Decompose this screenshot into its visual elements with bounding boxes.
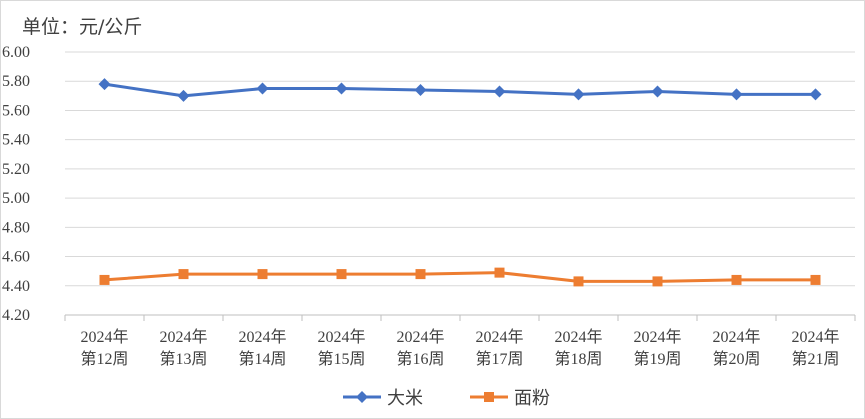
x-tick-label: 第20周 [712,350,760,368]
data-point [414,83,427,96]
x-tick-label: 2024年 [712,328,760,346]
x-tick-label: 2024年 [791,328,839,346]
x-tick-label: 第19周 [633,350,681,368]
legend-label: 大米 [387,388,423,409]
x-tick-label: 2024年 [159,328,207,346]
data-point [809,88,822,101]
data-point [572,88,585,101]
y-tick-label: 4.60 [2,249,30,266]
x-tick-label: 2024年 [475,328,523,346]
data-point [415,269,426,280]
y-tick-label: 5.40 [2,132,30,149]
legend-marker [484,392,494,402]
data-point [177,89,190,102]
y-tick-label: 6.00 [2,44,30,61]
data-point [730,88,743,101]
data-point [98,78,111,91]
legend-marker [356,391,368,403]
data-point [257,269,268,280]
x-tick-label: 第13周 [159,350,207,368]
series-line-rice [104,82,816,98]
data-point [99,274,110,285]
data-point [652,276,663,287]
x-tick-label: 2024年 [396,328,444,346]
data-point [573,276,584,287]
y-tick-label: 5.20 [2,161,30,178]
x-tick-label: 2024年 [317,328,365,346]
data-point [494,267,505,278]
data-point [256,82,269,95]
y-tick-label: 5.80 [2,73,30,90]
data-point [810,274,821,285]
x-tick-label: 2024年 [633,328,681,346]
y-tick-label: 5.00 [2,190,30,207]
y-tick-label: 4.80 [2,219,30,236]
x-tick-label: 第12周 [80,350,128,368]
x-tick-label: 2024年 [238,328,286,346]
data-point [335,82,348,95]
legend-label: 面粉 [514,388,550,409]
data-point [493,85,506,98]
series-line-flour [104,271,816,283]
x-tick-label: 第14周 [238,350,286,368]
x-tick-label: 第16周 [396,350,444,368]
x-tick-label: 2024年 [554,328,602,346]
data-point [178,269,189,280]
y-tick-label: 5.60 [2,102,30,119]
x-tick-label: 第18周 [554,350,602,368]
data-point [336,269,347,280]
data-point [731,274,742,285]
x-tick-label: 第15周 [317,350,365,368]
x-tick-label: 第21周 [791,350,839,368]
y-tick-label: 4.20 [2,307,30,324]
x-tick-label: 2024年 [80,328,128,346]
data-point [651,85,664,98]
x-tick-label: 第17周 [475,350,523,368]
y-tick-label: 4.40 [2,278,30,295]
unit-label: 单位：元/公斤 [22,16,143,38]
